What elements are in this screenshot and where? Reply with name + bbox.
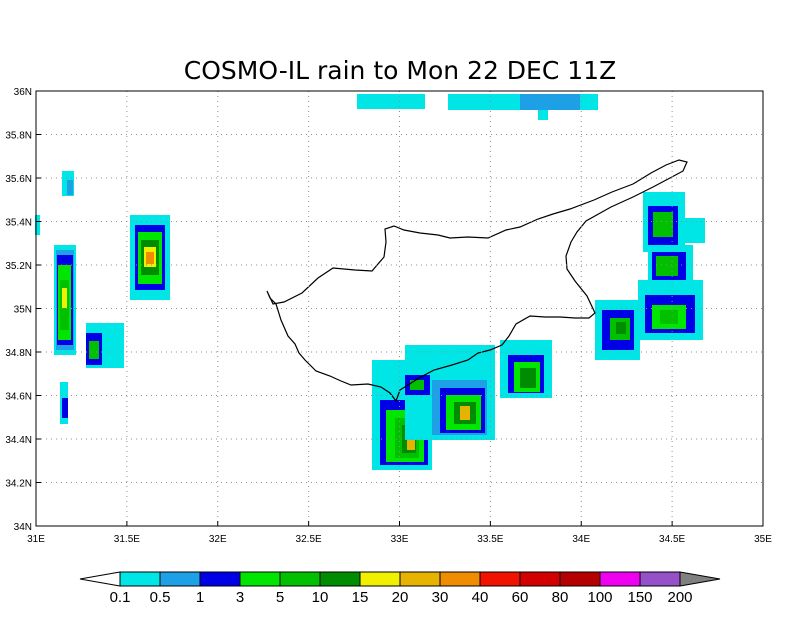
colorbar-over-arrow [679, 571, 721, 587]
y-tick-label: 34.6N [5, 392, 32, 403]
map-grid [36, 91, 763, 526]
rain-cell [67, 180, 73, 195]
rain-cell [653, 212, 673, 237]
colorbar-swatch [399, 571, 441, 587]
rain-cell [146, 252, 154, 264]
x-tick-label: 31.5E [114, 534, 140, 545]
rain-cell [35, 215, 40, 235]
cyprus-coastline [266, 159, 688, 403]
colorbar-label: 100 [587, 589, 612, 606]
rain-cell [538, 110, 548, 120]
x-tick-label: 35E [754, 534, 772, 545]
colorbar-label: 15 [352, 589, 369, 606]
map-title: COSMO-IL rain to Mon 22 DEC 11Z [184, 56, 616, 85]
colorbar-swatch [479, 571, 521, 587]
y-tick-label: 34.8N [5, 348, 32, 359]
rain-cell [616, 322, 626, 334]
rain-cell [357, 94, 425, 109]
colorbar-label: 3 [236, 589, 244, 606]
colorbar-swatch [159, 571, 201, 587]
rain-cell [62, 398, 68, 418]
colorbar-swatch [639, 571, 681, 587]
y-tick-label: 34.4N [5, 435, 32, 446]
colorbar: 0.1 0.5 1 3 5 10 15 20 30 40 60 80 100 150 200 [79, 571, 721, 606]
colorbar-swatch [119, 571, 161, 587]
rain-cell [410, 380, 424, 390]
colorbar-swatch [559, 571, 601, 587]
colorbar-label: 5 [276, 589, 284, 606]
y-tick-label: 35.8N [5, 131, 32, 142]
colorbar-label: 60 [512, 589, 529, 606]
colorbar-label: 200 [667, 589, 692, 606]
rain-cell [656, 256, 678, 276]
colorbar-label: 30 [432, 589, 449, 606]
colorbar-label: 1 [196, 589, 204, 606]
colorbar-label: 20 [392, 589, 409, 606]
y-tick-label: 34N [14, 522, 32, 533]
colorbar-swatch [439, 571, 481, 587]
rain-cell [62, 288, 67, 308]
y-tick-label: 35.6N [5, 174, 32, 185]
colorbar-under-arrow [79, 571, 121, 587]
colorbar-label: 0.1 [110, 589, 131, 606]
rain-cell [520, 368, 536, 388]
colorbar-swatch [319, 571, 361, 587]
y-tick-label: 35.2N [5, 261, 32, 272]
x-tick-label: 34E [572, 534, 590, 545]
x-tick-label: 32E [209, 534, 227, 545]
y-tick-label: 35N [14, 305, 32, 316]
rain-cell [520, 94, 580, 110]
colorbar-label: 0.5 [150, 589, 171, 606]
colorbar-label: 40 [472, 589, 489, 606]
colorbar-swatch [599, 571, 641, 587]
y-tick-label: 34.2N [5, 479, 32, 490]
map-axes: 31E 31.5E 32E 32.5E 33E 33.5E 34E 34.5E 35E 34N 34… [5, 87, 772, 545]
x-tick-label: 34.5E [659, 534, 685, 545]
rain-cell [680, 218, 705, 243]
x-tick-label: 33.5E [477, 534, 503, 545]
colorbar-swatch [279, 571, 321, 587]
colorbar-swatch [359, 571, 401, 587]
colorbar-swatch [199, 571, 241, 587]
x-tick-label: 31E [27, 534, 45, 545]
rain-field [35, 94, 705, 470]
colorbar-swatch [519, 571, 561, 587]
x-tick-label: 33E [391, 534, 409, 545]
y-tick-label: 36N [14, 87, 32, 98]
x-tick-label: 32.5E [296, 534, 322, 545]
colorbar-label: 150 [627, 589, 652, 606]
colorbar-swatch [239, 571, 281, 587]
y-tick-label: 35.4N [5, 218, 32, 229]
rain-cell [460, 406, 470, 420]
rain-cell [660, 310, 678, 324]
rain-cell [89, 341, 99, 359]
colorbar-label: 80 [552, 589, 569, 606]
colorbar-label: 10 [312, 589, 329, 606]
